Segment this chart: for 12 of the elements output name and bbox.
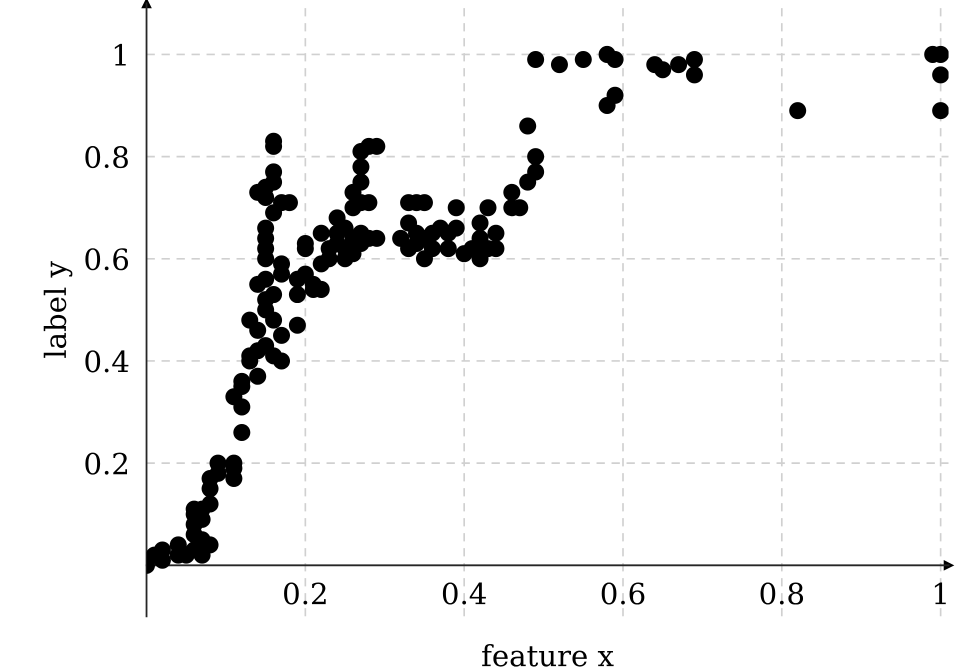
y-tick-label: 0.6 (85, 248, 128, 270)
x-axis-title: feature x (482, 644, 614, 667)
x-tick-label: 1 (934, 582, 946, 604)
y-tick-label: 0.2 (85, 452, 127, 475)
y-tick-label: 1 (114, 44, 126, 66)
y-tick-label: 0.8 (85, 146, 128, 168)
x-tick-label: 0.8 (760, 582, 804, 605)
x-tick-label: 0.6 (602, 582, 644, 605)
x-tick-label: 0.2 (284, 582, 326, 605)
y-tick-label: 0.4 (85, 350, 128, 372)
x-tick-label: 0.4 (442, 582, 486, 605)
y-axis-title: label y (44, 261, 72, 358)
